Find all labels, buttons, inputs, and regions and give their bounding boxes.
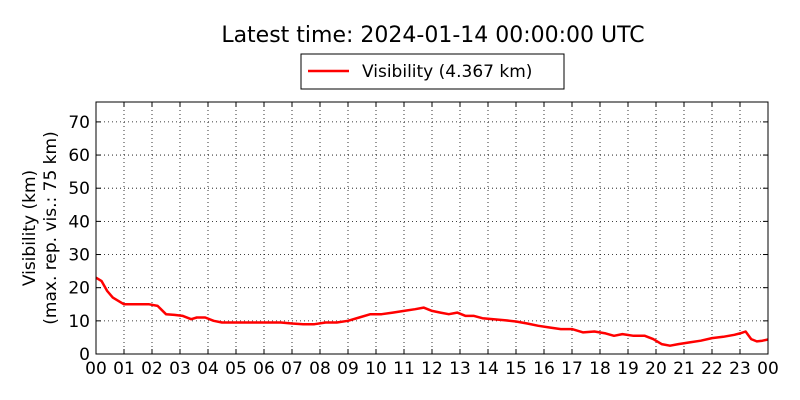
plot-frame [95,101,769,355]
x-tick-label: 00 [757,359,779,379]
x-tick-label: 18 [589,359,611,379]
y-axis-label: Visibility (km) (max. rep. vis.: 75 km) [20,131,61,324]
y-tick-label: 0 [79,345,90,365]
x-tick-label: 13 [449,359,471,379]
x-tick-label: 09 [337,359,359,379]
y-tick-label: 30 [68,246,90,266]
x-tick-label: 00 [85,359,107,379]
legend-label: Visibility (4.367 km) [362,62,532,82]
y-tick-label: 60 [68,146,90,166]
x-tick-label: 23 [729,359,751,379]
x-tick-label: 01 [113,359,135,379]
x-tick-label: 21 [673,359,695,379]
chart-title: Latest time: 2024-01-14 00:00:00 UTC [221,23,644,48]
y-tick-label: 10 [68,312,90,332]
x-tick-label: 04 [197,359,219,379]
y-tick-label: 40 [68,212,90,232]
x-tick-label: 12 [421,359,443,379]
y-tick-label: 50 [68,179,90,199]
x-tick-label: 07 [281,359,303,379]
grid [96,102,768,354]
series-line-visibility [95,276,769,347]
x-tick-label: 20 [645,359,667,379]
x-tick-label: 16 [533,359,555,379]
y-tick-label: 70 [68,113,90,133]
x-tick-label: 19 [617,359,639,379]
x-tick-label: 22 [701,359,723,379]
x-tick-label: 17 [561,359,583,379]
x-tick-label: 06 [253,359,275,379]
x-tick-label: 14 [477,359,499,379]
legend: Visibility (4.367 km) [300,53,565,90]
y-axis-label-line2: (max. rep. vis.: 75 km) [41,131,61,324]
y-tick-labels: 0 10 20 30 40 50 60 70 [68,113,90,365]
y-axis-label-line1: Visibility (km) [20,170,40,286]
x-tick-label: 03 [169,359,191,379]
x-tick-label: 11 [393,359,415,379]
x-tick-label: 15 [505,359,527,379]
x-tick-label: 10 [365,359,387,379]
x-tick-label: 05 [225,359,247,379]
ticks [95,102,769,355]
y-tick-label: 20 [68,279,90,299]
x-tick-labels: 00 01 02 03 04 05 06 07 08 09 10 11 12 13 14 15 16 17 18 19… [85,359,779,379]
x-tick-label: 02 [141,359,163,379]
x-tick-label: 08 [309,359,331,379]
